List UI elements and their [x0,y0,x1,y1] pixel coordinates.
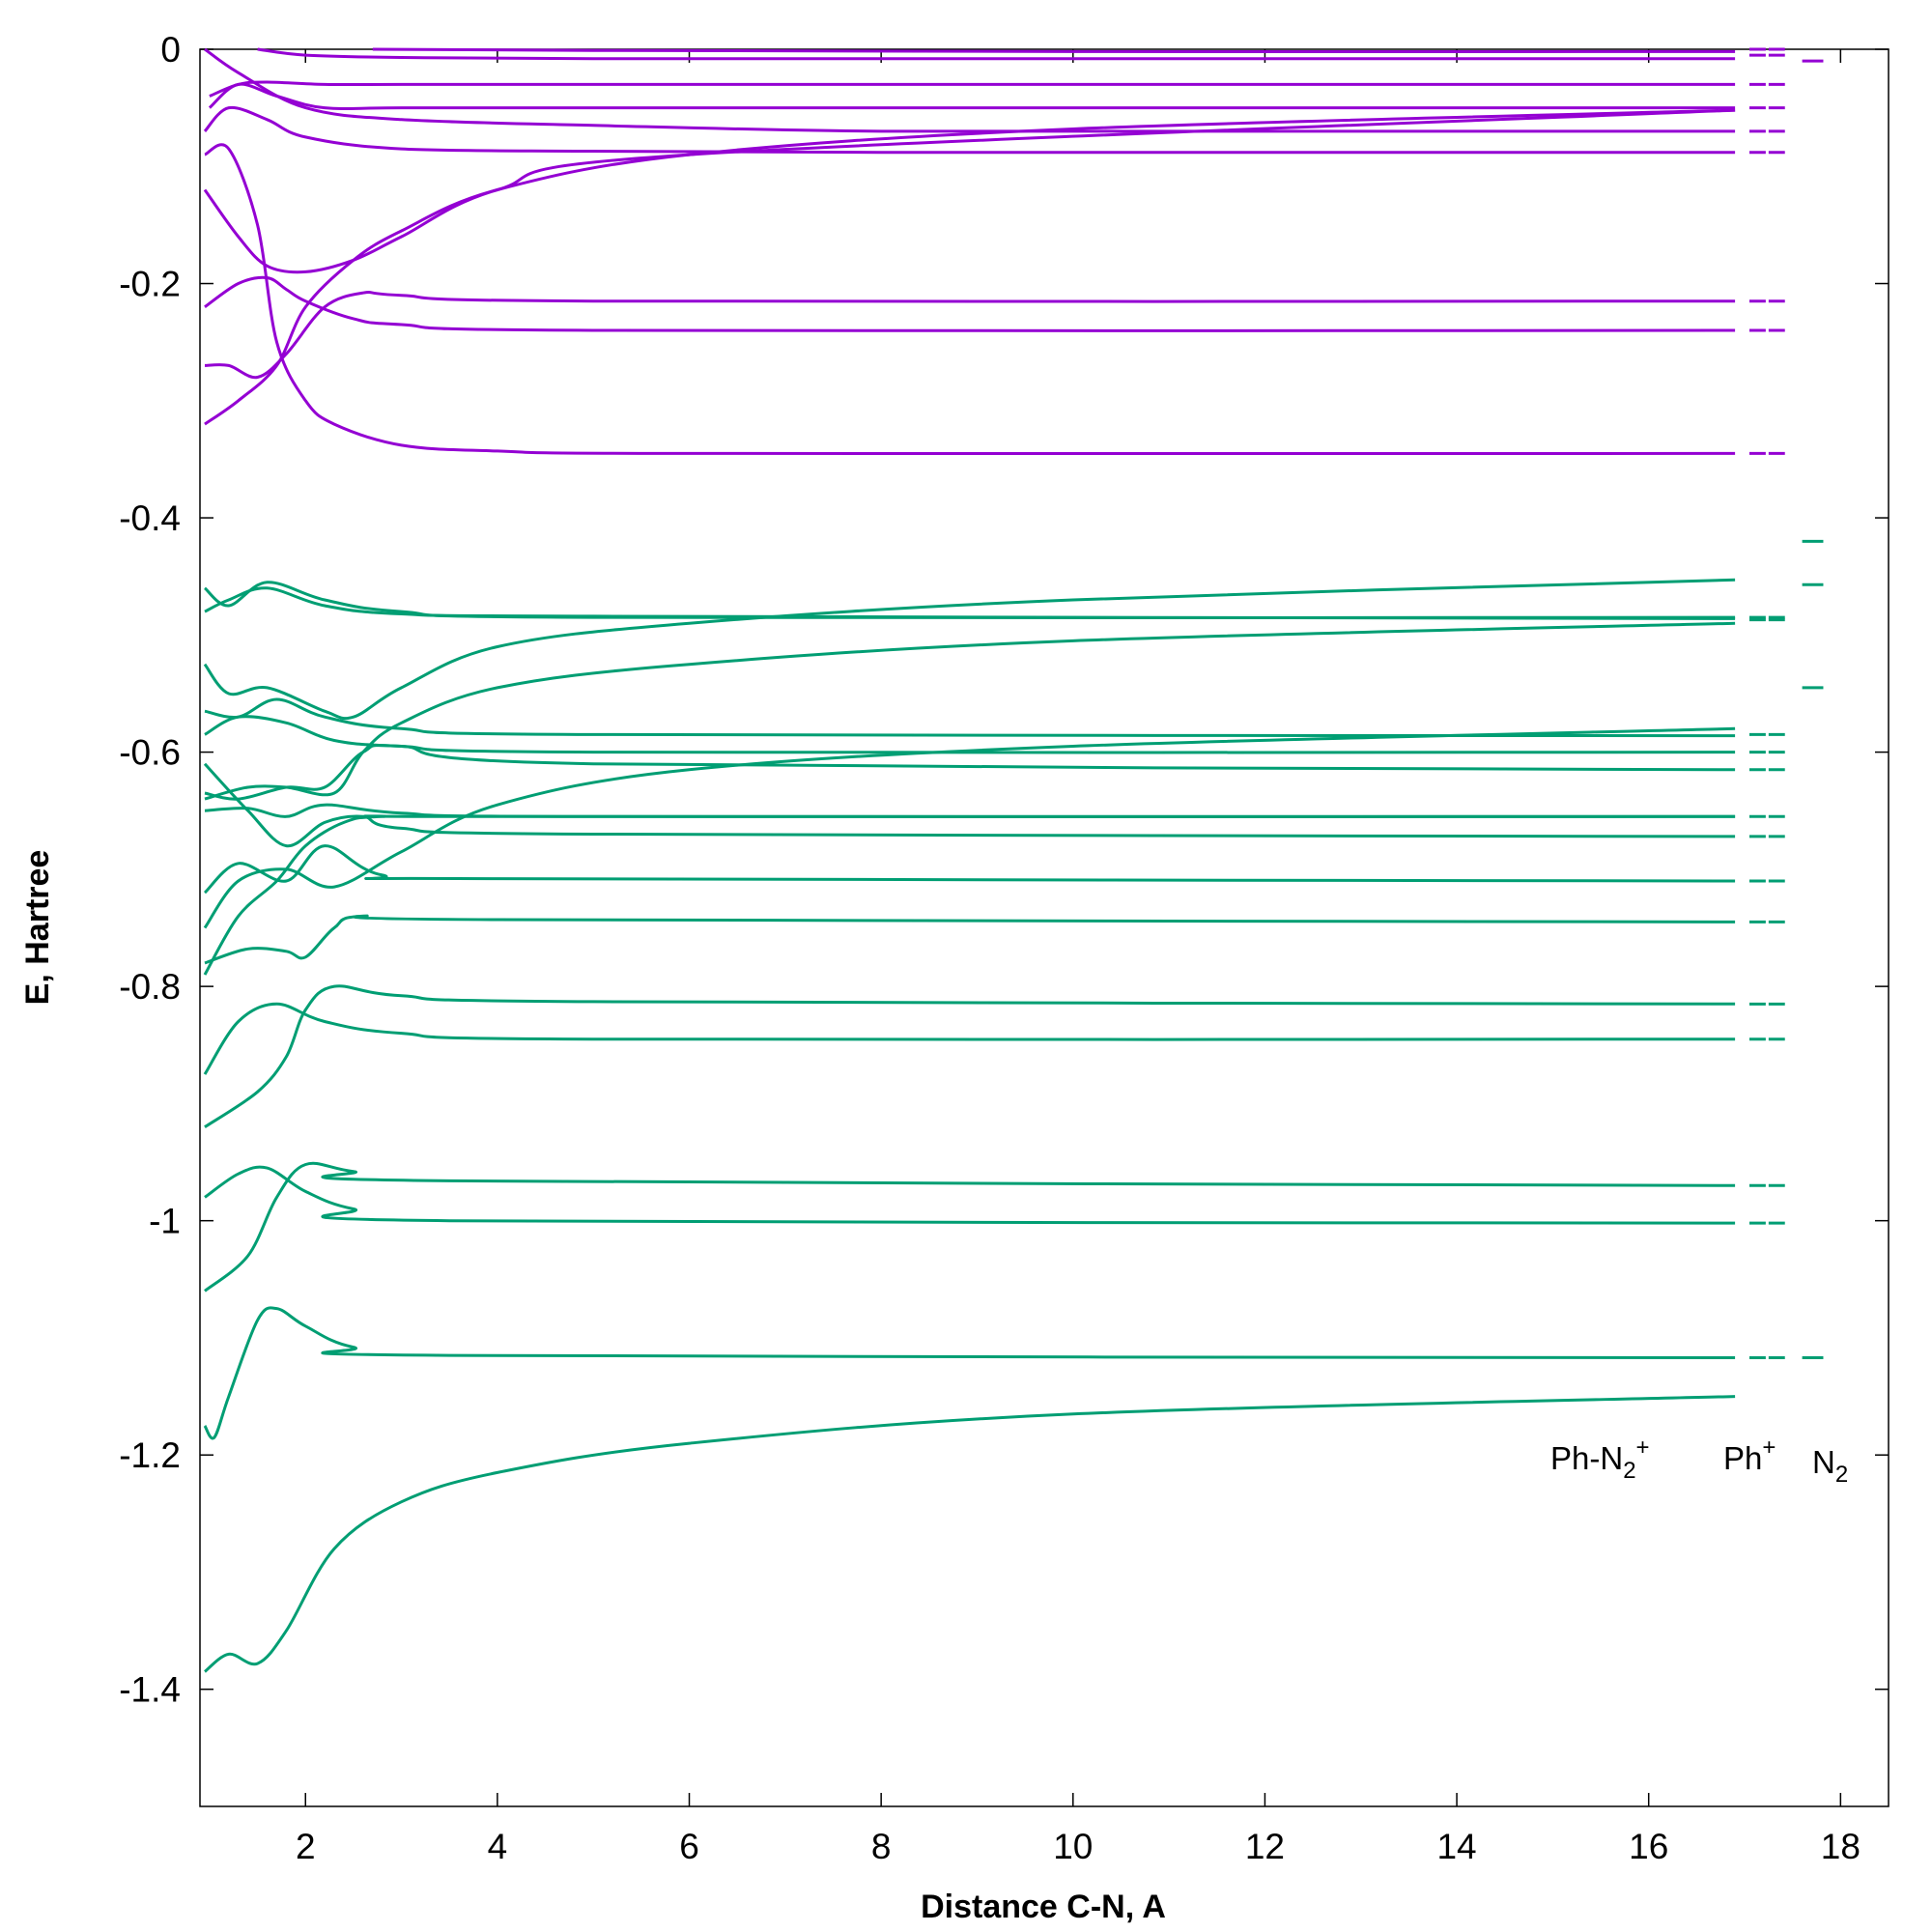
occupied-orbital-line-15 [204,715,1736,754]
series-layer [203,47,1736,1673]
virtual-orbital-line-2 [209,80,1736,98]
x-tick-label: 18 [1821,1827,1861,1866]
virtual-orbital-line-0 [204,47,1736,133]
annotation-ph: Ph+ [1723,1435,1776,1476]
occupied-orbital-line-20 [203,844,1736,895]
occupied-orbital-line-12 [204,586,1736,620]
annotation-n2: N2 [1812,1444,1848,1488]
occupied-orbital-line-16 [204,621,1736,801]
virtual-orbital-line-3 [208,82,1736,111]
virtual-orbital-line-9 [204,108,1736,426]
occupied-orbital-line-22 [204,914,1736,965]
y-axis-title: E, Hartree [19,850,56,1006]
virtual-orbital-line-6 [204,275,1736,332]
x-tick-label: 14 [1436,1827,1476,1866]
virtual-orbital-line-10 [204,143,1736,456]
occupied-orbital-line-23 [203,814,1736,976]
x-tick-label: 16 [1629,1827,1668,1866]
virtual-orbital-line-7 [204,291,1736,380]
dissociation-markers [1748,47,1824,1360]
virtual-orbital-line-1 [203,105,1736,155]
x-tick-label: 2 [296,1827,316,1866]
occupied-orbital-line-18 [204,803,1736,819]
y-tick-label: -0.4 [119,498,181,538]
occupied-orbital-line-13 [203,578,1736,721]
occupied-orbital-line-25 [204,984,1736,1128]
y-tick-label: -1 [149,1202,181,1241]
occupied-orbital-line-29 [204,1395,1736,1673]
x-tick-label: 10 [1053,1827,1093,1866]
x-tick-label: 8 [871,1827,892,1866]
annotation-ph-n2: Ph-N2+ [1550,1435,1650,1484]
y-tick-label: -1.2 [119,1435,181,1475]
occupied-orbital-line-27 [204,1161,1736,1293]
y-tick-label: -1.4 [119,1670,181,1710]
y-tick-label: -0.8 [119,967,181,1007]
plot-frame [199,48,1889,1807]
virtual-orbital-line-5 [372,47,1736,53]
axis-ticks: 2 4 6 8 10 12 14 16 18 0 -0.2 -0.4 -0.6 -0.8 -1 -1.2 -1.… [119,30,1889,1866]
x-tick-label: 4 [488,1827,508,1866]
y-tick-label: 0 [160,30,181,70]
y-tick-label: -0.6 [119,733,181,773]
y-tick-label: -0.2 [119,265,181,304]
occupied-orbital-line-14 [204,697,1736,738]
virtual-orbital-line-4 [257,47,1736,61]
x-tick-label: 12 [1245,1827,1285,1866]
occupied-orbital-line-26 [204,1165,1736,1225]
occupied-orbital-line-19 [203,762,1736,848]
occupied-orbital-line-21 [203,726,1736,929]
occupied-orbital-line-28 [203,1306,1736,1440]
occupied-orbital-line-24 [203,1002,1736,1075]
x-axis-title: Distance C-N, A [921,1889,1166,1925]
occupied-orbital-line-17 [204,744,1736,801]
x-tick-label: 6 [679,1827,699,1866]
